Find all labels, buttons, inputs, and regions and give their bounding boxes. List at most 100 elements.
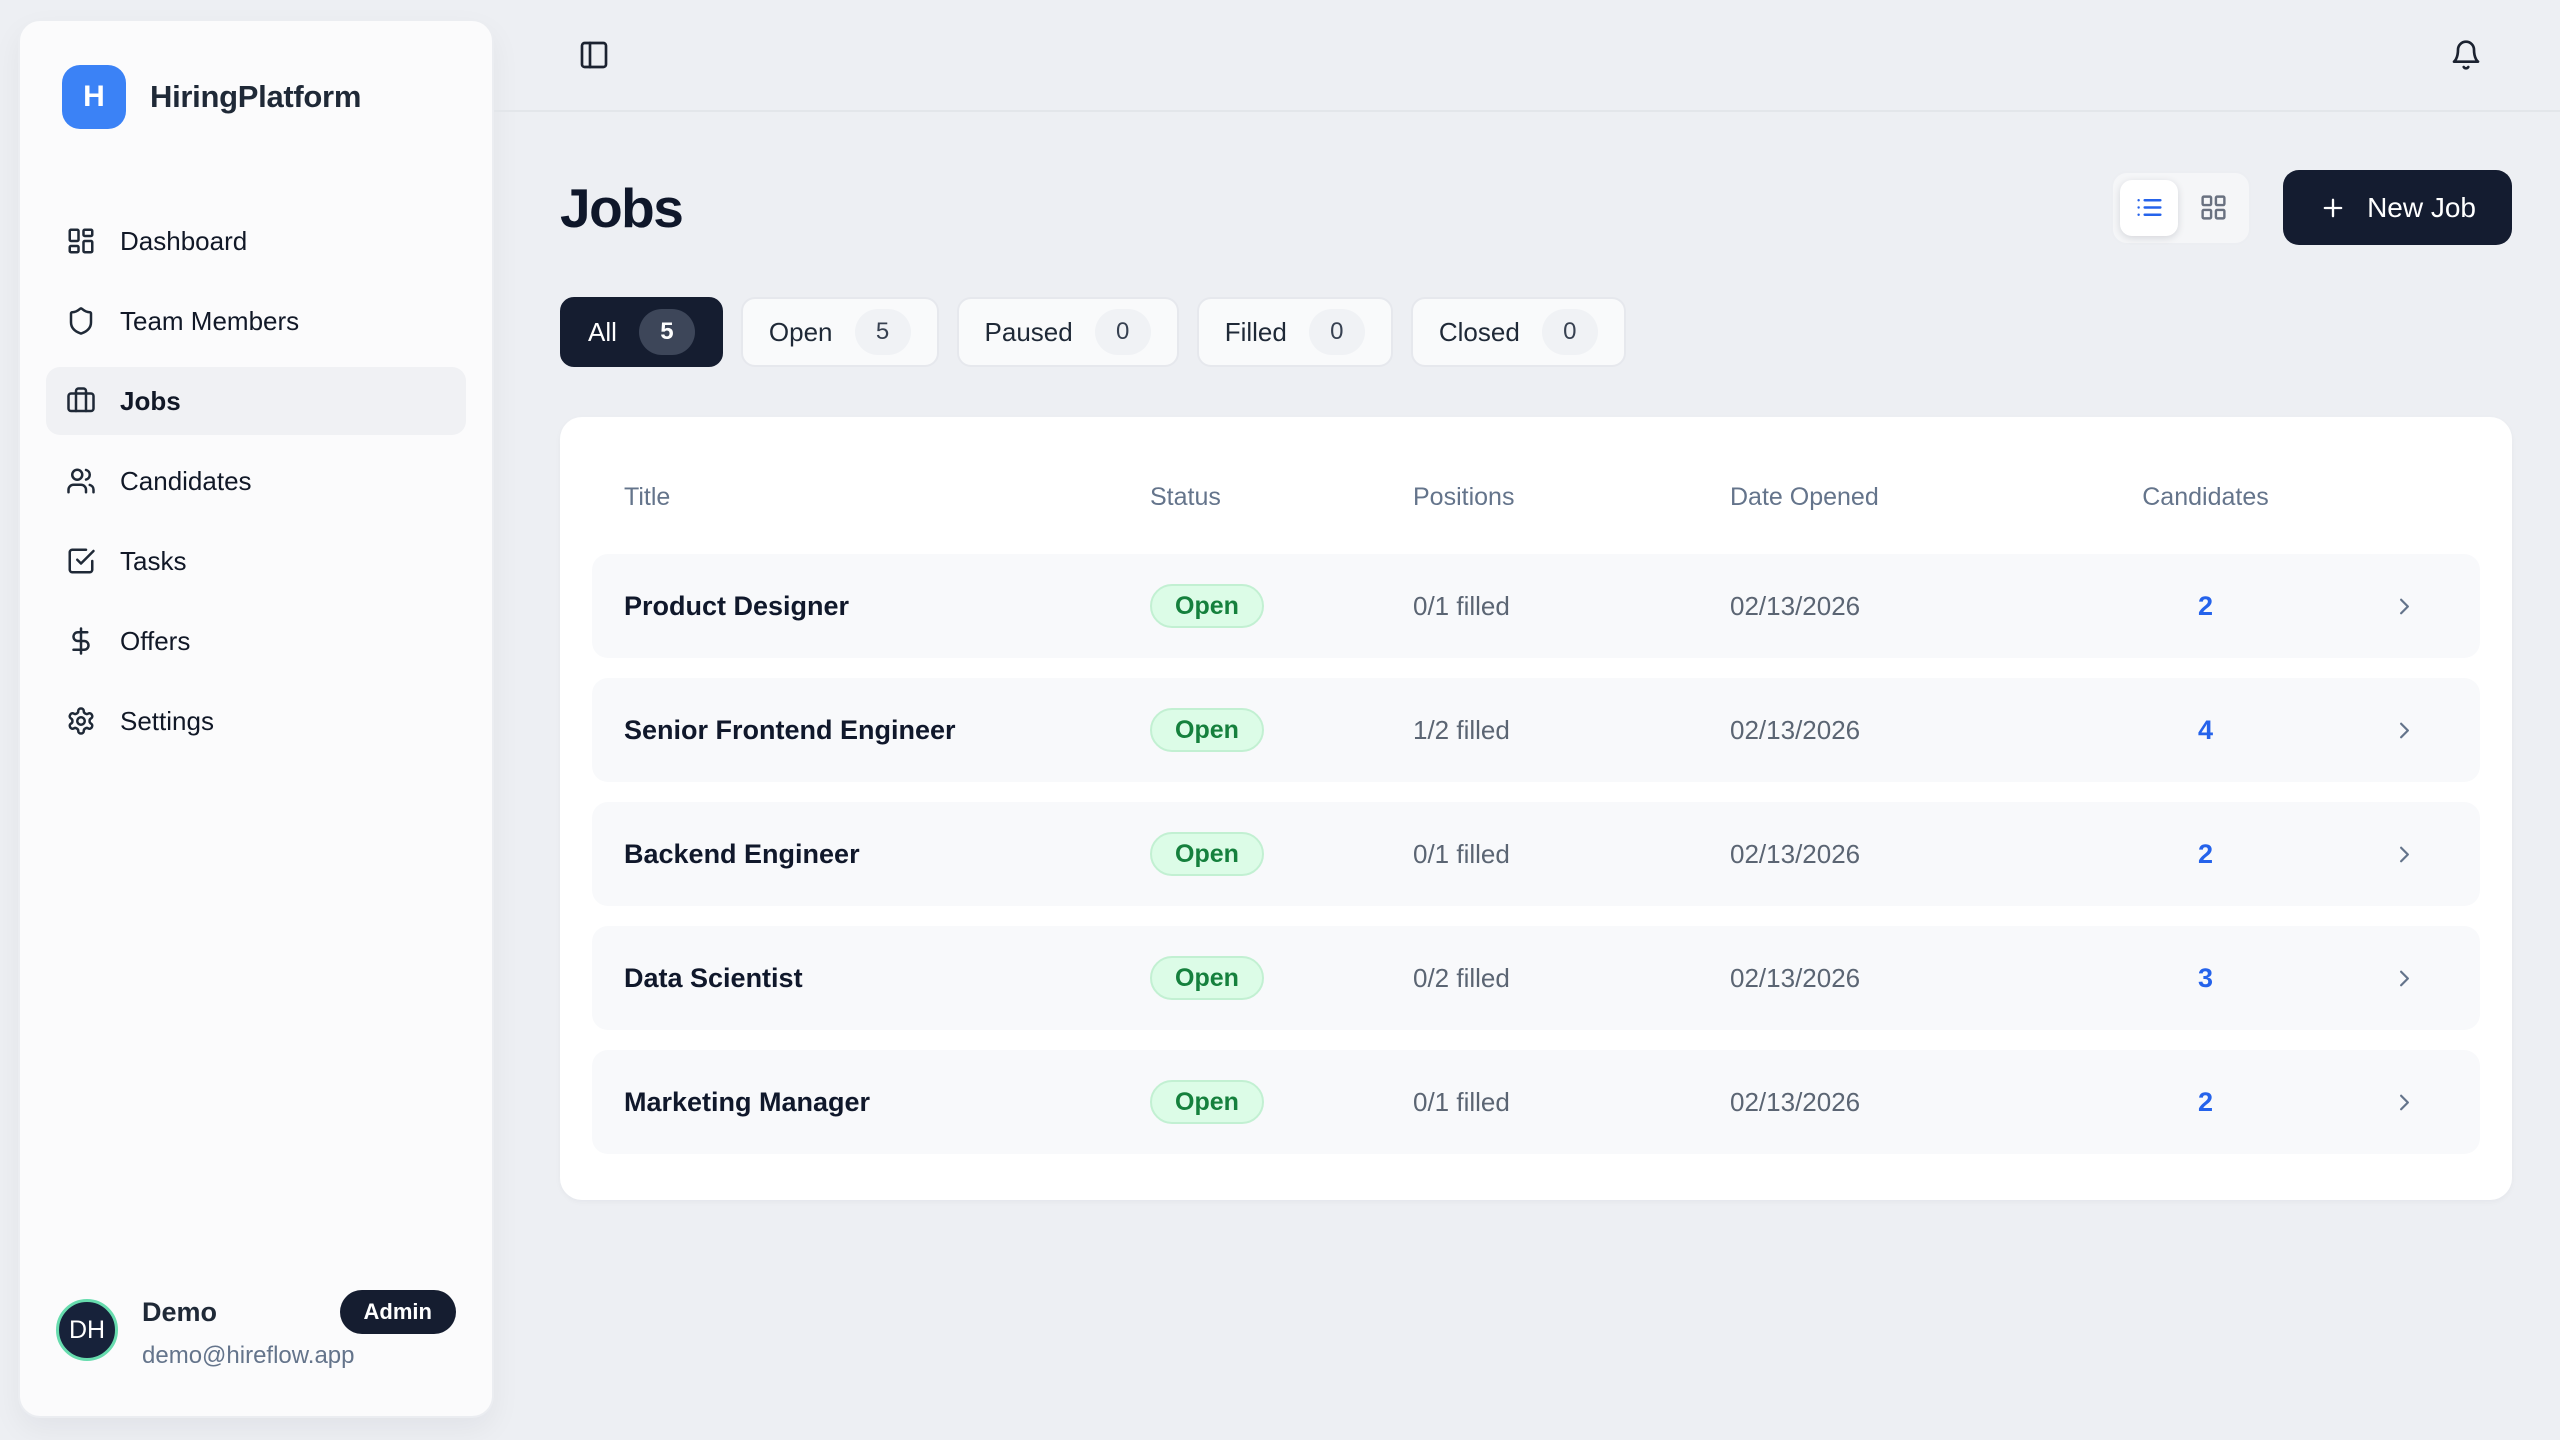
column-header-date-opened: Date Opened [1730, 483, 1879, 511]
positions-cell: 0/1 filled [1413, 590, 1510, 621]
new-job-label: New Job [2367, 191, 2476, 223]
job-title: Backend Engineer [624, 838, 860, 869]
brand-logo-letter: H [83, 80, 105, 113]
user-name: Demo [142, 1296, 218, 1327]
content: Jobs New Job All 5 [494, 112, 2560, 1200]
status-badge: Open [1150, 584, 1264, 628]
filter-all[interactable]: All 5 [560, 297, 723, 367]
table-row[interactable]: Product Designer Open 0/1 filled 02/13/2… [592, 554, 2480, 658]
sidebar-item-dashboard[interactable]: Dashboard [46, 207, 466, 275]
bell-icon [2452, 40, 2480, 70]
date-opened-cell: 02/13/2026 [1730, 714, 1861, 745]
date-opened-cell: 02/13/2026 [1730, 962, 1861, 993]
candidates-count[interactable]: 2 [2197, 590, 2214, 621]
chevron-right-icon [2400, 722, 2409, 738]
plus-icon [2323, 198, 2343, 217]
sidebar-item-label: Offers [120, 625, 191, 656]
shield-icon [69, 307, 93, 335]
row-open-button[interactable] [2385, 959, 2424, 998]
brand-name: HiringPlatform [150, 79, 362, 114]
filter-label: Paused [984, 316, 1073, 347]
positions-cell: 0/1 filled [1413, 838, 1510, 869]
row-open-button[interactable] [2385, 587, 2424, 626]
table-row[interactable]: Data Scientist Open 0/2 filled 02/13/202… [592, 926, 2480, 1030]
head-actions: New Job [2111, 170, 2512, 245]
sidebar-item-tasks[interactable]: Tasks [46, 527, 466, 595]
sidebar-item-team-members[interactable]: Team Members [46, 287, 466, 355]
filter-paused[interactable]: Paused 0 [956, 297, 1179, 367]
filter-count-badge: 0 [1308, 309, 1365, 355]
job-title: Marketing Manager [624, 1086, 871, 1117]
column-header-status: Status [1150, 483, 1221, 511]
table-row[interactable]: Marketing Manager Open 0/1 filled 02/13/… [592, 1050, 2480, 1154]
user-email: demo@hireflow.app [142, 1342, 355, 1369]
dollar-icon [72, 627, 90, 655]
positions-cell: 0/1 filled [1413, 1086, 1510, 1117]
brand-logo: H [62, 65, 126, 129]
filter-count-badge: 0 [1541, 309, 1598, 355]
status-badge: Open [1150, 1080, 1264, 1124]
view-toggle [2111, 170, 2252, 245]
status-badge: Open [1150, 832, 1264, 876]
avatar-initials: DH [68, 1315, 106, 1344]
list-icon [2136, 199, 2162, 216]
grid-icon [2200, 195, 2226, 220]
job-title: Product Designer [624, 590, 850, 621]
positions-cell: 0/2 filled [1413, 962, 1510, 993]
filter-label: Open [768, 316, 833, 347]
sidebar-item-candidates[interactable]: Candidates [46, 447, 466, 515]
filter-count-badge: 5 [638, 309, 695, 355]
sidebar-item-settings[interactable]: Settings [46, 687, 466, 755]
page-title: Jobs [560, 176, 684, 239]
sidebar-item-offers[interactable]: Offers [46, 607, 466, 675]
sidebar-nav: Dashboard Team Members Jobs Candidates T… [46, 207, 466, 767]
column-header-positions: Positions [1413, 483, 1515, 511]
chevron-right-icon [2400, 598, 2409, 614]
page-head: Jobs New Job [560, 170, 2512, 245]
table-row[interactable]: Backend Engineer Open 0/1 filled 02/13/2… [592, 802, 2480, 906]
panel-left-icon [580, 41, 608, 69]
user-text: Demo Admin demo@hireflow.app [142, 1290, 456, 1370]
filter-bar: All 5 Open 5 Paused 0 Filled 0 Closed 0 [560, 297, 2512, 367]
sidebar: H HiringPlatform Dashboard Team Members … [18, 19, 494, 1418]
filter-closed[interactable]: Closed 0 [1410, 297, 1626, 367]
gear-icon [68, 707, 94, 735]
briefcase-icon [67, 387, 95, 413]
avatar: DH [56, 1299, 118, 1361]
table-header-row: Title Status Positions Date Opened Candi… [592, 459, 2480, 554]
date-opened-cell: 02/13/2026 [1730, 590, 1861, 621]
dashboard-icon [68, 228, 94, 254]
row-open-button[interactable] [2385, 711, 2424, 750]
filter-count-badge: 5 [854, 309, 911, 355]
chevron-right-icon [2400, 846, 2409, 862]
status-badge: Open [1150, 956, 1264, 1000]
sidebar-item-label: Jobs [120, 385, 181, 416]
sidebar-item-label: Team Members [120, 305, 300, 336]
candidates-count[interactable]: 3 [2197, 962, 2214, 993]
row-open-button[interactable] [2385, 1083, 2424, 1122]
brand: H HiringPlatform [46, 65, 466, 129]
sidebar-item-jobs[interactable]: Jobs [46, 367, 466, 435]
candidates-count[interactable]: 2 [2197, 838, 2214, 869]
filter-count-badge: 0 [1094, 309, 1151, 355]
sidebar-toggle-button[interactable] [574, 35, 614, 75]
filter-open[interactable]: Open 5 [740, 297, 939, 367]
candidates-count[interactable]: 4 [2197, 714, 2214, 745]
main-area: Jobs New Job All 5 [494, 0, 2560, 1440]
date-opened-cell: 02/13/2026 [1730, 838, 1861, 869]
table-row[interactable]: Senior Frontend Engineer Open 1/2 filled… [592, 678, 2480, 782]
filter-label: Closed [1438, 316, 1520, 347]
filter-filled[interactable]: Filled 0 [1196, 297, 1393, 367]
role-badge: Admin [339, 1290, 456, 1334]
list-view-button[interactable] [2120, 179, 2179, 236]
jobs-table-card: Title Status Positions Date Opened Candi… [560, 417, 2512, 1200]
candidates-count[interactable]: 2 [2197, 1086, 2214, 1117]
filter-label: All [588, 316, 617, 347]
row-open-button[interactable] [2385, 835, 2424, 874]
new-job-button[interactable]: New Job [2283, 170, 2512, 245]
sidebar-item-label: Candidates [120, 465, 252, 496]
user-profile[interactable]: DH Demo Admin demo@hireflow.app [46, 1290, 466, 1370]
date-opened-cell: 02/13/2026 [1730, 1086, 1861, 1117]
grid-view-button[interactable] [2184, 180, 2242, 236]
notifications-button[interactable] [2446, 35, 2486, 75]
